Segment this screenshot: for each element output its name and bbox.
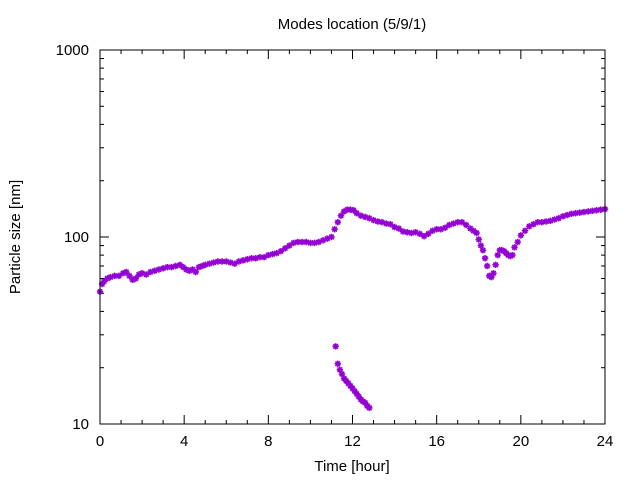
data-point <box>479 246 487 254</box>
data-points <box>96 205 609 412</box>
x-tick-label: 8 <box>264 433 272 450</box>
data-point <box>416 230 424 238</box>
data-point <box>286 242 293 249</box>
data-point <box>441 224 449 231</box>
data-point <box>517 232 525 239</box>
y-tick-label: 10 <box>72 416 89 433</box>
data-point <box>509 251 516 259</box>
data-point <box>490 270 497 277</box>
x-tick-label: 4 <box>180 433 188 450</box>
data-point <box>315 238 323 246</box>
data-point <box>425 230 432 238</box>
data-point <box>462 221 470 229</box>
y-axis-label: Particle size [nm] <box>7 180 24 294</box>
data-point <box>328 233 335 241</box>
data-point <box>366 404 373 412</box>
data-point <box>511 244 518 251</box>
data-point <box>334 218 341 226</box>
x-tick-label: 12 <box>344 433 361 450</box>
data-point <box>568 210 575 218</box>
data-point <box>521 227 529 234</box>
chart-title: Modes location (5/9/1) <box>278 16 426 33</box>
data-point <box>514 238 521 246</box>
data-point <box>483 262 491 270</box>
y-tick-label: 100 <box>64 229 89 246</box>
data-point <box>164 263 171 271</box>
data-point <box>387 221 394 228</box>
data-point <box>494 251 501 259</box>
data-point <box>332 343 339 350</box>
data-point <box>572 210 579 217</box>
data-point <box>143 271 150 278</box>
data-point <box>454 218 461 226</box>
data-point <box>492 261 499 269</box>
x-tick-label: 0 <box>96 433 104 450</box>
data-point <box>589 207 596 215</box>
x-axis-label: Time [hour] <box>314 458 389 475</box>
data-point <box>115 272 123 280</box>
x-tick-label: 20 <box>512 433 529 450</box>
data-point <box>277 247 285 255</box>
data-point <box>281 245 289 252</box>
data-point <box>475 236 482 243</box>
data-point <box>473 229 480 237</box>
data-point <box>593 207 600 214</box>
data-point <box>192 268 199 276</box>
data-point <box>101 278 108 285</box>
data-point <box>265 251 272 259</box>
axis-ticks: 0 4 8 12 16 20 24 10 100 1000 <box>56 42 614 450</box>
data-point <box>186 267 193 274</box>
data-point <box>132 275 139 282</box>
data-point <box>395 225 402 232</box>
data-point <box>481 255 489 262</box>
data-point <box>307 239 314 247</box>
data-point <box>331 226 338 233</box>
data-point <box>334 360 341 367</box>
data-point <box>458 218 466 226</box>
y-tick-label: 1000 <box>56 42 89 59</box>
x-tick-label: 16 <box>428 433 445 450</box>
x-tick-label: 24 <box>597 433 614 450</box>
plot-frame <box>99 49 606 425</box>
